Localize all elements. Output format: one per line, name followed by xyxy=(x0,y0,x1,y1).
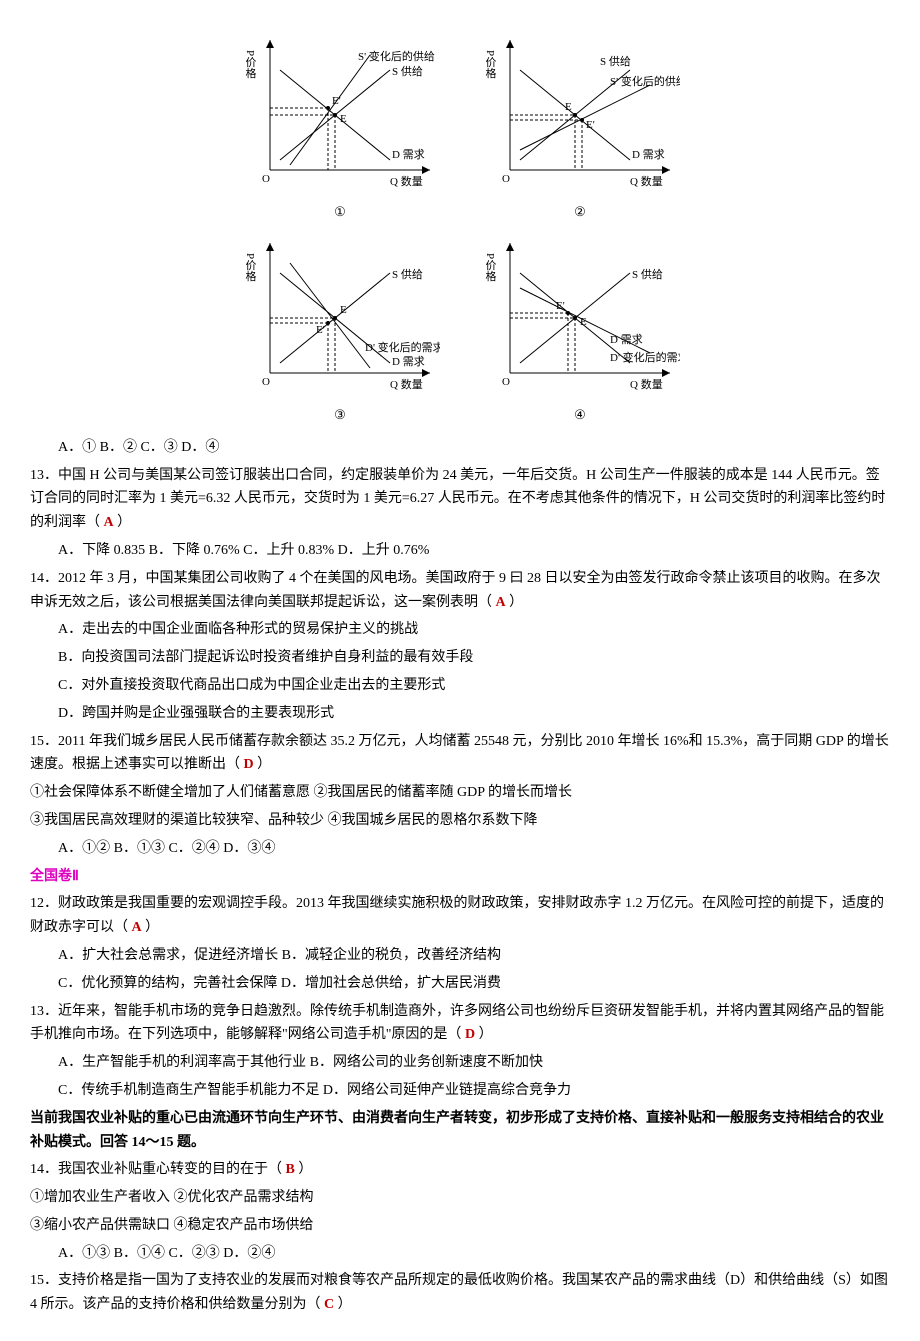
label-s-after: S' 变化后的供给 xyxy=(358,49,435,63)
q12b-line2: C．优化预算的结构，完善社会保障 D．增加社会总供给，扩大居民消费 xyxy=(30,972,890,996)
chart-point-e: E xyxy=(565,101,572,113)
chart-1-svg: E E' P价格 Q 数量 S' 变化后的供给 S 供给 D 需求 O xyxy=(240,30,440,190)
q15b-stem: 15．支持价格是指一国为了支持农业的发展而对粮食等农产品所规定的最低收购价格。我… xyxy=(30,1269,890,1317)
q15a-answer: D xyxy=(244,757,254,772)
q13b-answer: D xyxy=(465,1027,475,1042)
q14a-answer: A xyxy=(496,595,506,610)
q14b-line2: ③缩小农产品供需缺口 ④稳定农产品市场供给 xyxy=(30,1214,890,1238)
axis-x-label: Q 数量 xyxy=(390,175,423,188)
axis-x-label: Q 数量 xyxy=(630,378,663,391)
chart-2-svg: E E' P价格 Q 数量 S 供给 S' 变化后的供给 D 需求 O xyxy=(480,30,680,190)
origin-o: O xyxy=(502,376,510,388)
q13-text: 13．中国 H 公司与美国某公司签订服装出口合同，约定服装单价为 24 美元，一… xyxy=(30,468,885,531)
origin-o: O xyxy=(262,173,270,185)
chart-point-e: E xyxy=(340,113,347,125)
q14b-text: 14．我国农业补贴重心转变的目的在于（ xyxy=(30,1162,286,1177)
chart-point-ep: E' xyxy=(586,119,595,131)
label-d: D 需求 xyxy=(392,355,425,368)
chart-2-num: ② xyxy=(480,201,680,223)
q15b-close: ） xyxy=(334,1297,352,1312)
q15a-text: 15．2011 年我们城乡居民人民币储蓄存款余额达 35.2 万亿元，人均储蓄 … xyxy=(30,734,889,773)
q13b-close: ） xyxy=(475,1027,493,1042)
q14b-options: A．①③ B．①④ C．②③ D．②④ xyxy=(30,1242,890,1266)
axis-y-label: P价格 xyxy=(244,50,257,79)
chart-1-num: ① xyxy=(240,201,440,223)
q12-options: A．① B．② C．③ D．④ xyxy=(30,436,890,460)
q14b-stem: 14．我国农业补贴重心转变的目的在于（ B ） xyxy=(30,1158,890,1182)
q15a-close: ） xyxy=(254,757,272,772)
chart-3-svg: E E' P价格 Q 数量 S 供给 D' 变化后的需求 D 需求 O xyxy=(240,233,440,393)
axis-y-label: P价格 xyxy=(244,253,257,282)
q12b-close: ） xyxy=(142,920,160,935)
q12b-line1: A．扩大社会总需求，促进经济增长 B．减轻企业的税负，改善经济结构 xyxy=(30,944,890,968)
label-d: D 需求 xyxy=(610,333,643,346)
chart-point-ep: E' xyxy=(316,324,325,336)
label-s: S 供给 xyxy=(392,64,423,78)
q13-close: ） xyxy=(114,515,132,530)
section-2-header: 全国卷Ⅱ xyxy=(30,865,890,889)
q14b-line1: ①增加农业生产者收入 ②优化农产品需求结构 xyxy=(30,1186,890,1210)
q14a-optA: A．走出去的中国企业面临各种形式的贸易保护主义的挑战 xyxy=(30,618,890,642)
q14b-answer: B xyxy=(286,1162,295,1177)
q13-answer: A xyxy=(104,515,114,530)
chart-point-ep: E' xyxy=(332,95,341,107)
q14a-close: ） xyxy=(506,595,524,610)
label-d-after: D' 变化后的需求 xyxy=(610,350,680,364)
q12b-answer: A xyxy=(132,920,142,935)
q14a-optB: B．向投资国司法部门提起诉讼时投资者维护自身利益的最有效手段 xyxy=(30,646,890,670)
q14a-optC: C．对外直接投资取代商品出口成为中国企业走出去的主要形式 xyxy=(30,674,890,698)
chart-3-num: ③ xyxy=(240,404,440,426)
chart-4: E E' P价格 Q 数量 S 供给 D 需求 D' 变化后的需求 O ④ xyxy=(480,233,680,426)
chart-point-ep: E' xyxy=(556,300,565,312)
q15b-answer: C xyxy=(324,1297,334,1312)
origin-o: O xyxy=(502,173,510,185)
axis-y-label: P价格 xyxy=(484,50,497,79)
label-d: D 需求 xyxy=(392,148,425,161)
chart-4-num: ④ xyxy=(480,404,680,426)
label-s: S 供给 xyxy=(632,267,663,281)
passage-14-15: 当前我国农业补贴的重心已由流通环节向生产环节、由消费者向生产者转变，初步形成了支… xyxy=(30,1107,890,1155)
q13b-line2: C．传统手机制造商生产智能手机能力不足 D．网络公司延伸产业链提高综合竞争力 xyxy=(30,1079,890,1103)
q15a-line2: ③我国居民高效理财的渠道比较狭窄、品种较少 ④我国城乡居民的恩格尔系数下降 xyxy=(30,809,890,833)
origin-o: O xyxy=(262,376,270,388)
label-s: S 供给 xyxy=(392,267,423,281)
label-s: S 供给 xyxy=(600,54,631,68)
q15b-text: 15．支持价格是指一国为了支持农业的发展而对粮食等农产品所规定的最低收购价格。我… xyxy=(30,1273,888,1312)
q14b-close: ） xyxy=(295,1162,313,1177)
label-s-after: S' 变化后的供给 xyxy=(610,74,680,88)
q14a-text: 14．2012 年 3 月，中国某集团公司收购了 4 个在美国的风电场。美国政府… xyxy=(30,571,881,610)
q13-options: A．下降 0.835 B．下降 0.76% C．上升 0.83% D．上升 0.… xyxy=(30,539,890,563)
q13-stem: 13．中国 H 公司与美国某公司签订服装出口合同，约定服装单价为 24 美元，一… xyxy=(30,464,890,535)
chart-4-svg: E E' P价格 Q 数量 S 供给 D 需求 D' 变化后的需求 O xyxy=(480,233,680,393)
chart-point-e: E xyxy=(580,316,587,328)
axis-y-label: P价格 xyxy=(484,253,497,282)
q13b-stem: 13．近年来，智能手机市场的竞争日趋激烈。除传统手机制造商外，许多网络公司也纷纷… xyxy=(30,1000,890,1048)
q13b-line1: A．生产智能手机的利润率高于其他行业 B．网络公司的业务创新速度不断加快 xyxy=(30,1051,890,1075)
chart-3: E E' P价格 Q 数量 S 供给 D' 变化后的需求 D 需求 O ③ xyxy=(240,233,440,426)
q14a-optD: D．跨国并购是企业强强联合的主要表现形式 xyxy=(30,702,890,726)
q14a-stem: 14．2012 年 3 月，中国某集团公司收购了 4 个在美国的风电场。美国政府… xyxy=(30,567,890,615)
chart-point-e: E xyxy=(340,304,347,316)
q15a-stem: 15．2011 年我们城乡居民人民币储蓄存款余额达 35.2 万亿元，人均储蓄 … xyxy=(30,730,890,778)
axis-x-label: Q 数量 xyxy=(630,175,663,188)
q15a-line1: ①社会保障体系不断健全增加了人们储蓄意愿 ②我国居民的储蓄率随 GDP 的增长而… xyxy=(30,781,890,805)
label-d: D 需求 xyxy=(632,148,665,161)
q13b-text: 13．近年来，智能手机市场的竞争日趋激烈。除传统手机制造商外，许多网络公司也纷纷… xyxy=(30,1004,884,1043)
charts-row-2: E E' P价格 Q 数量 S 供给 D' 变化后的需求 D 需求 O ③ xyxy=(30,233,890,426)
q15a-options: A．①② B．①③ C．②④ D．③④ xyxy=(30,837,890,861)
charts-row-1: E E' P价格 Q 数量 S' 变化后的供给 S 供给 D 需求 O ① xyxy=(30,30,890,223)
chart-2: E E' P价格 Q 数量 S 供给 S' 变化后的供给 D 需求 O ② xyxy=(480,30,680,223)
label-d-after: D' 变化后的需求 xyxy=(365,340,440,354)
chart-1: E E' P价格 Q 数量 S' 变化后的供给 S 供给 D 需求 O ① xyxy=(240,30,440,223)
axis-x-label: Q 数量 xyxy=(390,378,423,391)
q12b-stem: 12．财政政策是我国重要的宏观调控手段。2013 年我国继续实施积极的财政政策，… xyxy=(30,892,890,940)
